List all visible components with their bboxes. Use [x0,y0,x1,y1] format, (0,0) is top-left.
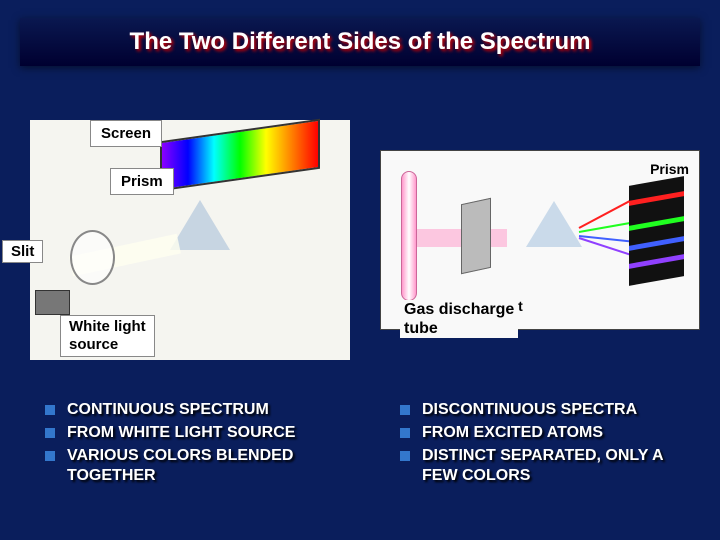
slit-lens-graphic [70,230,115,285]
light-source-graphic [35,290,70,315]
gas-discharge-tube-label: Gas dischargetube [400,300,518,338]
spectral-line-green [629,216,684,231]
slit-plate-graphic [461,198,491,274]
spectrum-screen-graphic [160,119,320,191]
screen-label: Screen [90,120,162,147]
left-bullet-2: FROM WHITE LIGHT SOURCE [45,423,345,444]
prism-label-right: Prism [650,161,689,177]
white-light-source-label: White lightsource [60,315,155,357]
spectral-line-red [629,191,684,206]
continuous-spectrum-diagram: Screen Prism Slit White lightsource [30,120,350,360]
emission-bullet-list: DISCONTINUOUS SPECTRA FROM EXCITED ATOMS… [400,400,690,489]
slide-title: The Two Different Sides of the Spectrum [130,28,591,56]
prism2-graphic [526,201,582,247]
left-bullet-1: CONTINUOUS SPECTRUM [45,400,345,421]
continuous-bullet-list: CONTINUOUS SPECTRUM FROM WHITE LIGHT SOU… [45,400,345,489]
prism-label: Prism [110,168,174,195]
title-bar: The Two Different Sides of the Spectrum [20,18,700,66]
spectral-line-blue [629,236,684,251]
right-bullet-1: DISCONTINUOUS SPECTRA [400,400,690,421]
right-bullet-3: DISTINCT SEPARATED, ONLY A FEW COLORS [400,446,690,488]
gas-tube-graphic [401,171,417,301]
right-bullet-2: FROM EXCITED ATOMS [400,423,690,444]
prism-graphic [170,200,230,250]
line-spectrum-screen [629,176,684,286]
left-bullet-3: VARIOUS COLORS BLENDED TOGETHER [45,446,345,488]
spectral-line-violet [629,254,684,269]
slit-label: Slit [2,240,43,263]
